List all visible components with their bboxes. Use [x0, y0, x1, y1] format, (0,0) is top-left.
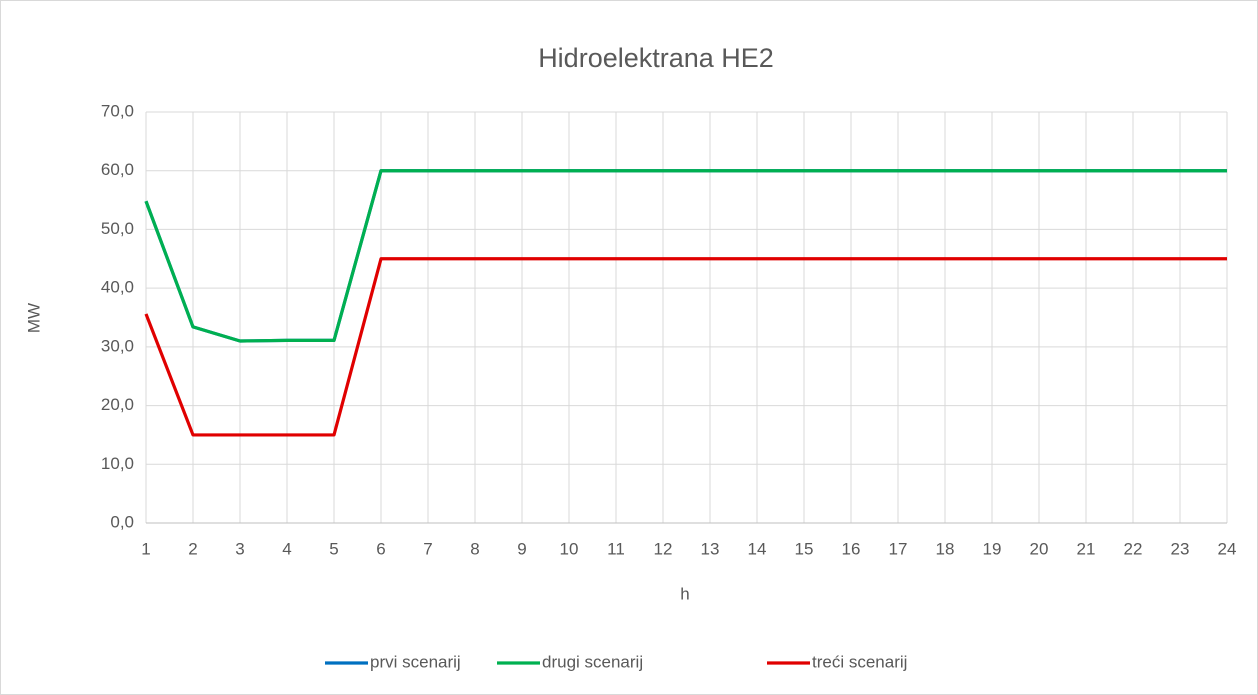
x-tick-label: 6: [376, 539, 385, 558]
legend-label: treći scenarij: [812, 652, 907, 671]
x-axis-label: h: [680, 584, 689, 603]
x-tick-label: 9: [517, 539, 526, 558]
x-tick-label: 19: [983, 539, 1002, 558]
x-tick-label: 3: [235, 539, 244, 558]
x-tick-label: 10: [560, 539, 579, 558]
x-tick-label: 17: [889, 539, 908, 558]
x-tick-label: 24: [1218, 539, 1237, 558]
y-tick-label: 60,0: [101, 160, 134, 179]
series-line: [144, 257, 1227, 437]
series-line: [144, 169, 1227, 343]
x-tick-label: 22: [1124, 539, 1143, 558]
x-tick-label: 4: [282, 539, 291, 558]
x-tick-label: 1: [141, 539, 150, 558]
legend-label: drugi scenarij: [542, 652, 643, 671]
x-tick-label: 16: [842, 539, 861, 558]
y-tick-label: 70,0: [101, 101, 134, 120]
x-tick-label: 8: [470, 539, 479, 558]
y-tick-label: 0,0: [110, 512, 134, 531]
x-tick-label: 20: [1030, 539, 1049, 558]
x-tick-label: 14: [748, 539, 767, 558]
legend-label: prvi scenarij: [370, 652, 461, 671]
chart-title: Hidroelektrana HE2: [538, 43, 774, 73]
x-tick-label: 11: [607, 539, 625, 558]
y-tick-label: 50,0: [101, 219, 134, 238]
y-tick-label: 20,0: [101, 395, 134, 414]
x-tick-label: 13: [701, 539, 720, 558]
x-tick-label: 12: [654, 539, 673, 558]
x-tick-label: 18: [936, 539, 955, 558]
x-tick-label: 7: [423, 539, 432, 558]
x-tick-label: 15: [795, 539, 814, 558]
x-tick-label: 2: [188, 539, 197, 558]
x-tick-label: 21: [1077, 539, 1096, 558]
y-axis-label: MW: [24, 303, 43, 333]
y-tick-label: 10,0: [101, 454, 134, 473]
y-tick-label: 30,0: [101, 336, 134, 355]
x-tick-label: 5: [329, 539, 338, 558]
y-tick-label: 40,0: [101, 278, 134, 297]
x-tick-label: 23: [1171, 539, 1190, 558]
